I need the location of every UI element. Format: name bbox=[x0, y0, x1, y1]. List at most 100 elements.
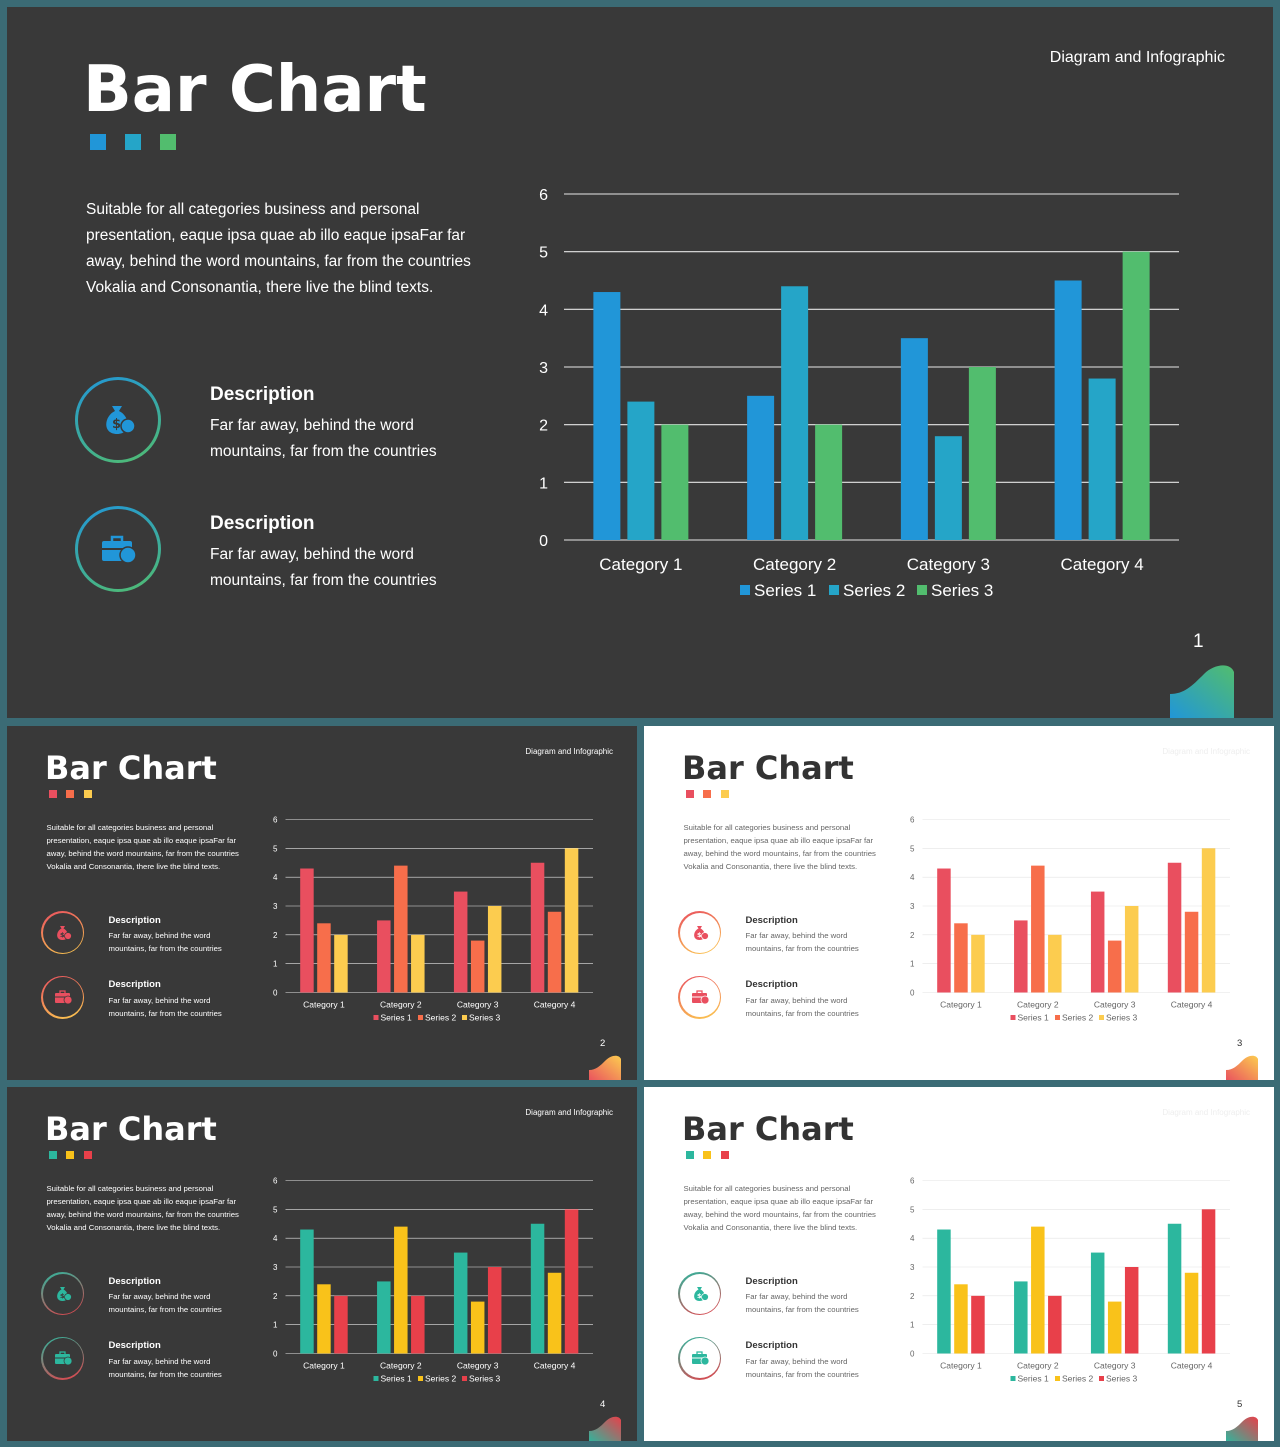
svg-text:$: $ bbox=[60, 1292, 65, 1300]
y-tick-label: 2 bbox=[539, 418, 548, 435]
bar-3-2 bbox=[815, 424, 843, 540]
slide-tag: Diagram and Infographic bbox=[1162, 747, 1250, 756]
y-tick-label: 5 bbox=[539, 245, 548, 262]
icon-ring: $ bbox=[41, 911, 84, 954]
description-heading: Description bbox=[108, 1275, 161, 1287]
description-text: Far far away, behind the word mountains,… bbox=[210, 417, 437, 460]
bar-2-3 bbox=[1107, 940, 1122, 993]
bar-1-1 bbox=[937, 1229, 951, 1354]
y-tick-label: 4 bbox=[273, 1234, 278, 1243]
corner-wave-decoration bbox=[1225, 1055, 1258, 1080]
x-tick-label: Category 3 bbox=[457, 1361, 499, 1371]
bar-2-1 bbox=[317, 923, 331, 993]
bar-1-2 bbox=[747, 395, 775, 540]
icon-ring-inner: $ bbox=[42, 912, 83, 953]
bar-1-1 bbox=[937, 868, 951, 993]
bar-1-3 bbox=[453, 891, 468, 993]
x-tick-label: Category 1 bbox=[303, 1000, 345, 1010]
bar-2-4 bbox=[1184, 911, 1199, 993]
accent-square bbox=[685, 789, 694, 798]
corner-wave-decoration bbox=[1225, 1416, 1258, 1441]
description-text: Far far away, behind the word mountains,… bbox=[108, 1356, 222, 1379]
legend-label: Series 2 bbox=[1062, 1374, 1093, 1384]
bar-2-2 bbox=[1031, 1226, 1045, 1354]
bar-3-3 bbox=[487, 1267, 502, 1354]
description-text: Far far away, behind the word mountains,… bbox=[745, 1356, 859, 1379]
accent-square bbox=[83, 789, 92, 798]
bar-3-2 bbox=[411, 934, 425, 993]
accent-square bbox=[720, 789, 729, 798]
y-tick-label: 5 bbox=[273, 844, 278, 853]
bar-3-2 bbox=[1048, 1295, 1062, 1354]
icon-ring: $ bbox=[678, 911, 721, 954]
bar-1-4 bbox=[1167, 862, 1182, 993]
slide-5[interactable]: Bar Chart Diagram and Infographic Suitable… bbox=[644, 1087, 1274, 1441]
corner-wave-decoration bbox=[588, 1055, 621, 1080]
money-bag-icon: $ bbox=[106, 406, 136, 434]
legend-swatch bbox=[1055, 1015, 1060, 1020]
slide-title: Bar Chart bbox=[83, 53, 427, 127]
x-tick-label: Category 2 bbox=[1017, 1361, 1059, 1371]
legend-label: Series 2 bbox=[843, 581, 905, 600]
y-tick-label: 6 bbox=[273, 816, 278, 825]
description-text: Far far away, behind the word mountains,… bbox=[108, 931, 222, 953]
bar-chart: 0 1 2 3 4 5 6 Category 1 Category 2 Category 3 Cat… bbox=[910, 816, 1230, 1023]
y-tick-label: 2 bbox=[910, 931, 915, 940]
legend-label: Series 3 bbox=[931, 581, 993, 600]
legend-label: Series 2 bbox=[1062, 1013, 1093, 1023]
slide-4[interactable]: Bar Chart Diagram and Infographic Suitable… bbox=[7, 1087, 637, 1441]
slide-body-text: Suitable for all categories business and… bbox=[46, 1184, 239, 1232]
slide-3[interactable]: Bar Chart Diagram and Infographic Suitable… bbox=[644, 726, 1274, 1080]
bar-1-3 bbox=[900, 338, 928, 540]
bar-1-4 bbox=[1167, 1223, 1182, 1354]
bar-2-2 bbox=[1031, 865, 1045, 993]
bar-2-4 bbox=[547, 911, 562, 993]
slide-1[interactable]: Bar Chart Diagram and Infographic Suitable… bbox=[7, 7, 1273, 718]
briefcase-money-icon bbox=[54, 1351, 72, 1366]
y-tick-label: 6 bbox=[910, 816, 915, 825]
briefcase-money-icon bbox=[102, 535, 137, 564]
legend-swatch bbox=[917, 585, 927, 595]
icon-ring: $ bbox=[75, 377, 161, 463]
icon-ring: $ bbox=[41, 1272, 84, 1315]
legend-label: Series 1 bbox=[754, 581, 816, 600]
bar-2-3 bbox=[470, 940, 485, 993]
bar-1-3 bbox=[1090, 1252, 1105, 1354]
description-text: Far far away, behind the word mountains,… bbox=[108, 1292, 222, 1314]
y-tick-label: 1 bbox=[910, 960, 915, 969]
x-tick-label: Category 2 bbox=[380, 1000, 422, 1010]
bar-2-4 bbox=[547, 1272, 562, 1354]
slide-title: Bar Chart bbox=[45, 748, 217, 787]
money-bag-icon: $ bbox=[56, 1286, 72, 1301]
x-tick-label: Category 1 bbox=[940, 1361, 982, 1371]
legend-swatch bbox=[418, 1015, 423, 1020]
icon-ring-inner: $ bbox=[42, 1273, 83, 1314]
bar-3-1 bbox=[661, 424, 689, 540]
icon-ring-inner bbox=[679, 977, 720, 1017]
legend-label: Series 1 bbox=[1018, 1374, 1049, 1384]
bar-3-4 bbox=[564, 848, 579, 993]
bar-2-3 bbox=[470, 1301, 485, 1354]
bar-1-3 bbox=[453, 1252, 468, 1354]
legend-swatch bbox=[1010, 1376, 1016, 1381]
accent-square bbox=[48, 1150, 57, 1159]
y-tick-label: 0 bbox=[910, 989, 915, 998]
slide-2[interactable]: Bar Chart Diagram and Infographic Suitable… bbox=[7, 726, 637, 1080]
accent-square bbox=[160, 134, 176, 150]
bar-1-4 bbox=[530, 862, 545, 993]
bar-2-4 bbox=[1088, 378, 1116, 540]
icon-ring-inner: $ bbox=[679, 912, 720, 953]
bar-3-3 bbox=[968, 367, 996, 540]
page-number: 4 bbox=[600, 1399, 606, 1410]
y-tick-label: 3 bbox=[910, 902, 915, 911]
legend-swatch bbox=[1010, 1015, 1016, 1020]
bar-3-3 bbox=[1124, 1267, 1139, 1354]
legend-swatch bbox=[1055, 1376, 1060, 1381]
accent-square bbox=[83, 1150, 92, 1159]
x-tick-label: Category 2 bbox=[753, 555, 836, 574]
x-tick-label: Category 1 bbox=[940, 1000, 982, 1010]
bar-2-3 bbox=[1107, 1301, 1122, 1354]
slide-tag: Diagram and Infographic bbox=[525, 747, 613, 756]
bar-chart: 0 1 2 3 4 5 6 Category 1 Category 2 Category 3 Cat… bbox=[273, 816, 593, 1023]
slide-body-text: Suitable for all categories business and… bbox=[46, 823, 239, 871]
